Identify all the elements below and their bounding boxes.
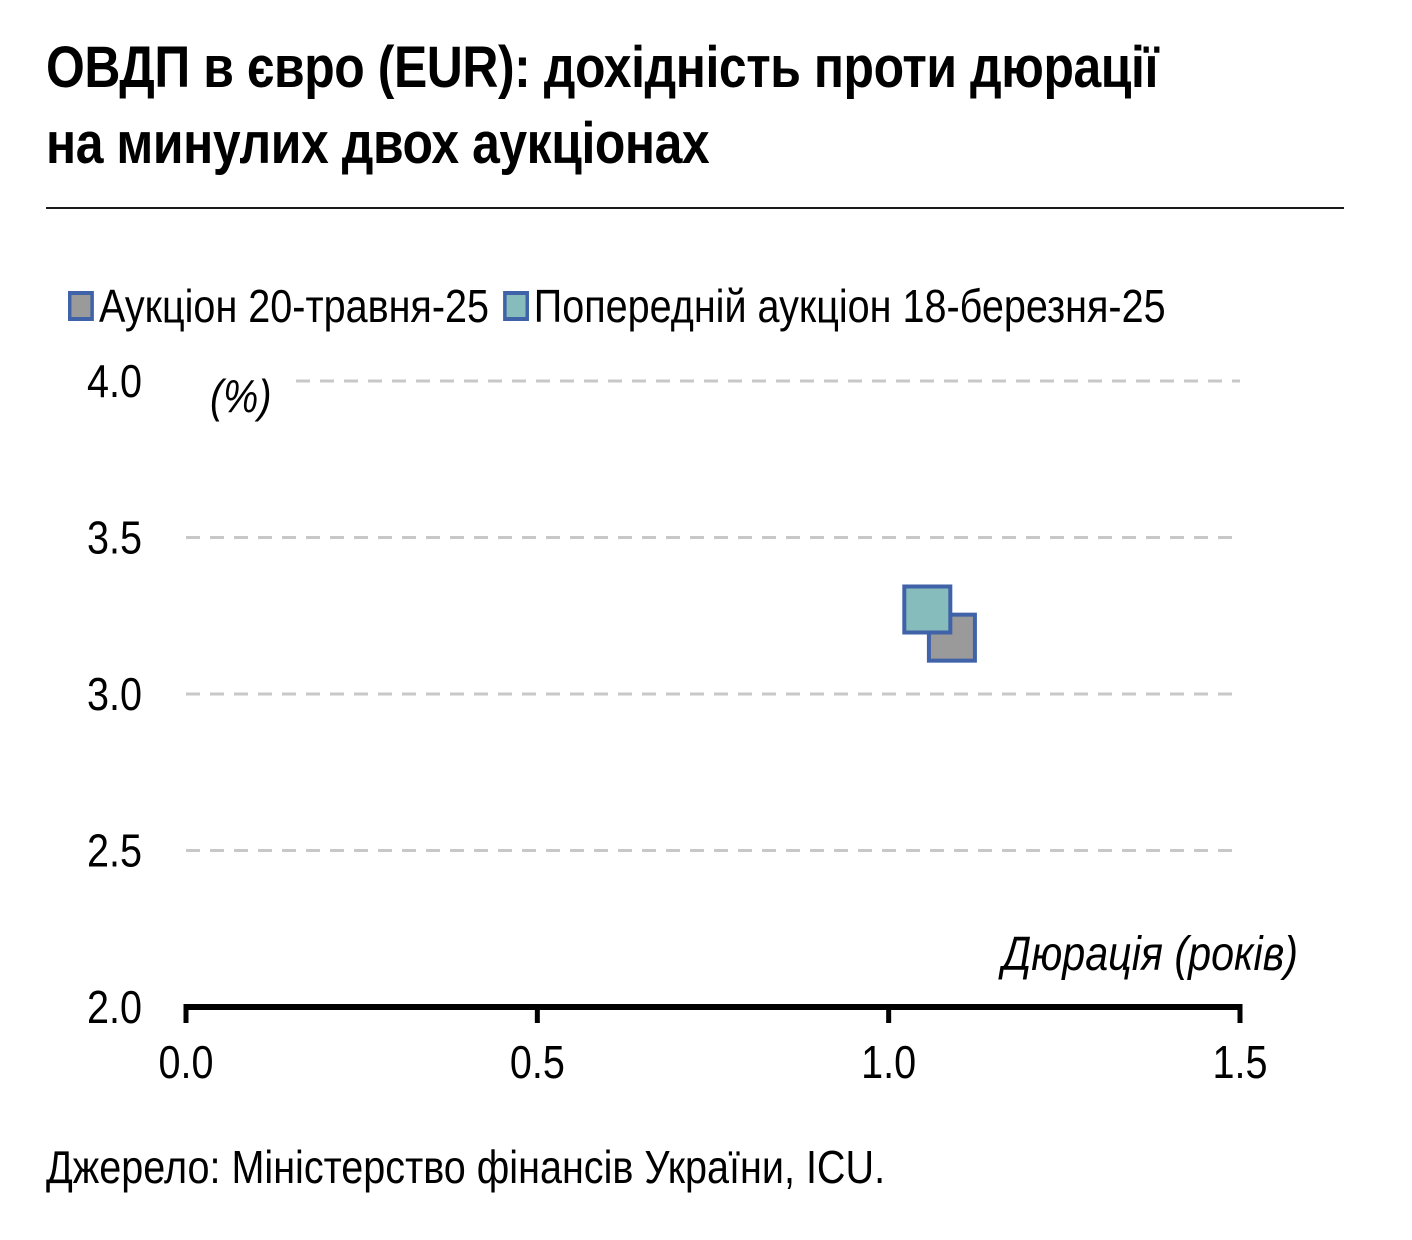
y-axis-label: (%) — [210, 371, 272, 422]
title-divider — [46, 207, 1344, 209]
legend: Аукціон 20-травня-25 Попередній аукціон … — [68, 280, 1179, 332]
x-axis-label: Дюрація (років) — [998, 927, 1298, 981]
y-tick-label: 2.5 — [87, 826, 142, 877]
y-tick-labels: 2.0 2.5 3.0 3.5 4.0 — [87, 356, 142, 1033]
x-tick-label: 0.5 — [510, 1037, 565, 1088]
x-tick-label: 0.0 — [159, 1037, 214, 1088]
y-tick-label: 3.0 — [87, 669, 142, 720]
legend-swatch-current — [68, 291, 94, 321]
y-tick-label: 2.0 — [87, 982, 142, 1033]
y-tick-label: 3.5 — [87, 513, 142, 564]
chart-title-line2: на минулих двох аукціонах — [46, 111, 710, 176]
data-points — [902, 584, 977, 663]
legend-label-current: Аукціон 20-травня-25 — [98, 280, 490, 332]
x-tick-label: 1.5 — [1213, 1037, 1268, 1088]
x-axis: 0.0 0.5 1.0 1.5 — [159, 1004, 1268, 1089]
chart-title: ОВДП в євро (EUR): дохідність проти дюра… — [46, 30, 1181, 182]
legend-item-current: Аукціон 20-травня-25 — [68, 279, 489, 333]
legend-label-previous: Попередній аукціон 18-березня-25 — [533, 280, 1166, 332]
chart-title-line1: ОВДП в євро (EUR): дохідність проти дюра… — [46, 35, 1159, 100]
y-tick-label: 4.0 — [87, 356, 142, 407]
scatter-chart: 2.0 2.5 3.0 3.5 4.0 0.0 0.5 1.0 1.5 (%) Дюрація… — [87, 356, 1298, 1089]
legend-item-previous: Попередній аукціон 18-березня-25 — [502, 279, 1166, 333]
grid-lines — [186, 379, 1240, 852]
x-tick-label: 1.0 — [861, 1037, 916, 1088]
point-previous-auction — [902, 584, 953, 635]
source-note: Джерело: Міністерство фінансів України, … — [46, 1141, 886, 1193]
legend-swatch-previous — [502, 291, 529, 321]
